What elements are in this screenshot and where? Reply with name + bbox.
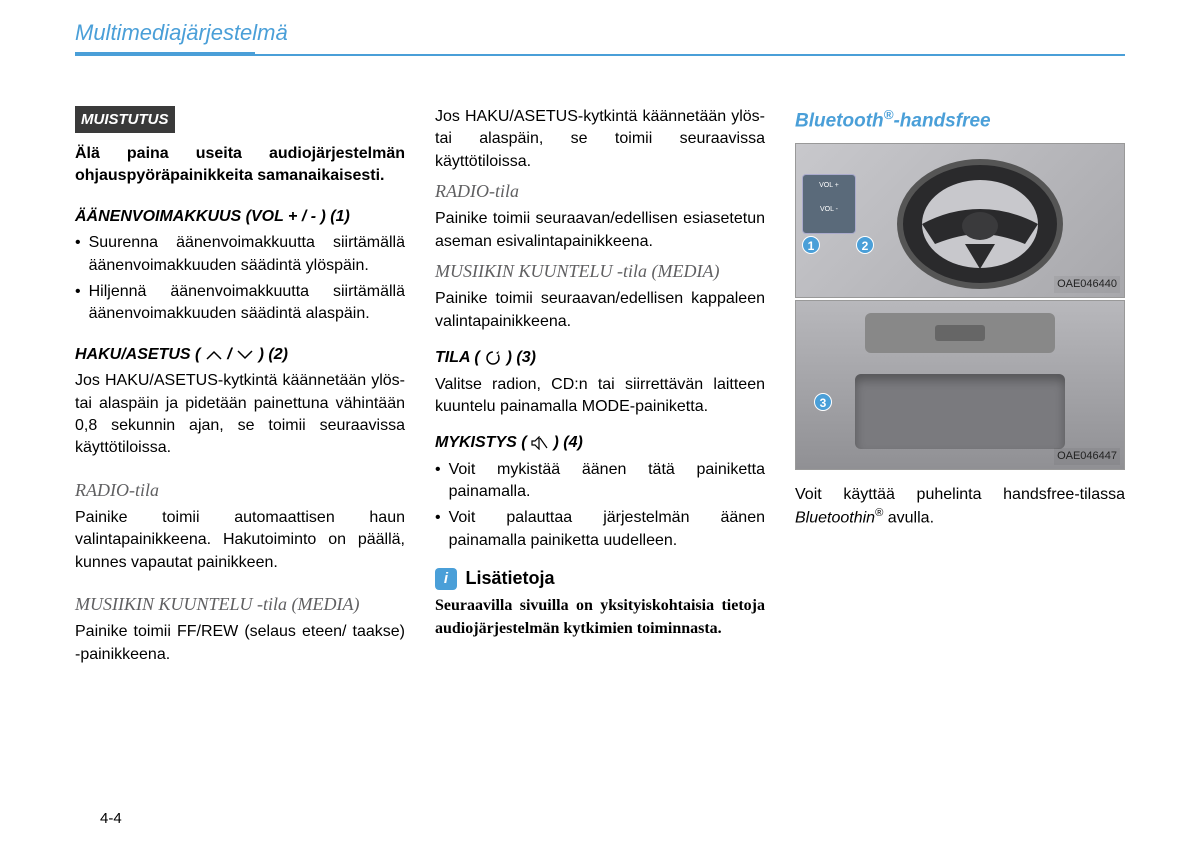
chevron-down-icon (236, 349, 254, 361)
note-body: Älä paina useita audiojärjestelmän ohjau… (75, 143, 405, 188)
radio-body: Painike toimii seuraavan/edellisen esias… (435, 208, 765, 253)
seek-heading: HAKU/ASETUS ( / ) (2) (75, 344, 405, 366)
mute-bullet-1: • Voit mykistää äänen tätä painiketta pa… (435, 459, 765, 504)
callout-3: 3 (814, 393, 832, 411)
content-columns: MUISTUTUS Älä paina useita audiojärjeste… (75, 106, 1125, 666)
media-body: Painike toimii seuraavan/edellisen kappa… (435, 288, 765, 333)
overhead-console-image: 3 OAE046447 (795, 300, 1125, 470)
bullet-text: Voit mykistää äänen tätä painiketta pain… (449, 459, 765, 504)
image-code: OAE046440 (1054, 276, 1120, 293)
media-subheading: MUSIIKIN KUUNTELU -tila (MEDIA) (435, 259, 765, 284)
bluetooth-heading: Bluetooth®-handsfree (795, 106, 1125, 135)
steering-wheel-image: VOL + VOL - 1 2 OAE046440 (795, 143, 1125, 298)
callout-2: 2 (856, 236, 874, 254)
bluetooth-body: Voit käyttää puhelinta handsfree-tilassa… (795, 484, 1125, 530)
bullet-dot: • (435, 507, 441, 552)
bullet-text: Suurenna äänenvoimakkuutta siirtämällä ä… (89, 232, 405, 277)
chevron-up-icon (205, 349, 223, 361)
media-subheading: MUSIIKIN KUUNTELU -tila (MEDIA) (75, 592, 405, 617)
radio-subheading: RADIO-tila (75, 478, 405, 503)
info-heading: i Lisätietoja (435, 566, 765, 591)
col2-intro: Jos HAKU/ASETUS-kytkintä käännetään ylös… (435, 106, 765, 173)
mute-heading: MYKISTYS ( ) (4) (435, 432, 765, 454)
volume-bullet-2: • Hiljennä äänenvoimakkuutta siirtämällä… (75, 281, 405, 326)
mute-bullet-2: • Voit palauttaa järjestelmän äänen pain… (435, 507, 765, 552)
seek-body: Jos HAKU/ASETUS-kytkintä käännetään ylös… (75, 370, 405, 460)
mode-cycle-icon (484, 349, 502, 367)
column-2: Jos HAKU/ASETUS-kytkintä käännetään ylös… (435, 106, 765, 666)
volume-bullet-1: • Suurenna äänenvoimakkuutta siirtämällä… (75, 232, 405, 277)
mode-body: Valitse radion, CD:n tai siirrettävän la… (435, 374, 765, 419)
info-title: Lisätietoja (465, 568, 554, 588)
radio-subheading: RADIO-tila (435, 179, 765, 204)
console-panel (865, 313, 1055, 353)
mute-icon (531, 436, 549, 450)
column-3: Bluetooth®-handsfree VOL + VOL - 1 2 OAE… (795, 106, 1125, 666)
callout-1: 1 (802, 236, 820, 254)
media-body: Painike toimii FF/REW (selaus eteen/ taa… (75, 621, 405, 666)
page-number: 4-4 (100, 810, 122, 827)
bullet-text: Hiljennä äänenvoimakkuutta siirtämällä ä… (89, 281, 405, 326)
page-header: Multimediajärjestelmä (75, 20, 1125, 56)
mode-heading: TILA ( ) (3) (435, 347, 765, 369)
volume-heading: ÄÄNENVOIMAKKUUS (VOL + / - ) (1) (75, 206, 405, 228)
image-code: OAE046447 (1054, 448, 1120, 465)
bullet-dot: • (75, 232, 81, 277)
console-tray (855, 374, 1065, 449)
radio-body: Painike toimii automaattisen haun valint… (75, 507, 405, 574)
info-icon: i (435, 568, 457, 590)
note-label: MUISTUTUS (75, 106, 175, 133)
registered-mark: ® (884, 107, 894, 122)
info-body: Seuraavilla sivuilla on yksityiskohtaisi… (435, 595, 765, 640)
bullet-dot: • (435, 459, 441, 504)
column-1: MUISTUTUS Älä paina useita audiojärjeste… (75, 106, 405, 666)
bullet-dot: • (75, 281, 81, 326)
control-pad-left: VOL + VOL - (802, 174, 856, 234)
bullet-text: Voit palauttaa järjestelmän äänen painam… (449, 507, 765, 552)
steering-wheel-icon (850, 154, 1070, 294)
